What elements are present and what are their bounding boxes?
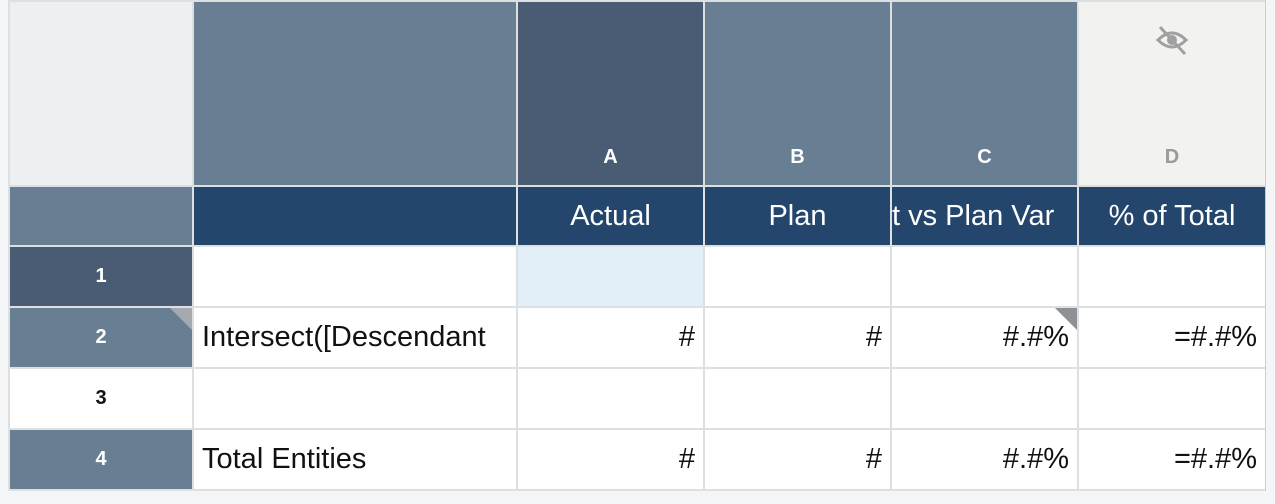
subheader-pct-total[interactable]: % of Total xyxy=(1079,187,1265,245)
data-cell[interactable] xyxy=(518,369,703,428)
column-header-c[interactable]: C xyxy=(892,2,1077,185)
spreadsheet-grid: A B C D Actual Plan t vs Plan Var % of T… xyxy=(8,0,1266,491)
row-number: 2 xyxy=(95,326,107,348)
data-cell[interactable] xyxy=(518,247,703,306)
data-cell[interactable]: # xyxy=(705,308,890,367)
comment-indicator-icon xyxy=(1055,308,1077,330)
subheader-plan[interactable]: Plan xyxy=(705,187,890,245)
subheader-actual[interactable]: Actual xyxy=(518,187,703,245)
row-label-cell[interactable]: Total Entities xyxy=(194,430,516,489)
subheader-blank xyxy=(194,187,516,245)
column-header-b[interactable]: B xyxy=(705,2,890,185)
data-cell[interactable] xyxy=(892,369,1077,428)
row-header-1[interactable]: 1 xyxy=(10,247,192,306)
data-cell[interactable]: =#.#% xyxy=(1079,430,1265,489)
data-cell[interactable]: #.#% xyxy=(892,308,1077,367)
row-label-cell[interactable] xyxy=(194,247,516,306)
column-letter: C xyxy=(977,146,992,168)
data-cell[interactable]: #.#% xyxy=(892,430,1077,489)
grid-corner[interactable] xyxy=(10,2,192,185)
column-letter: A xyxy=(603,146,618,168)
column-header-a[interactable]: A xyxy=(518,2,703,185)
data-cell[interactable]: # xyxy=(518,430,703,489)
comment-indicator-icon xyxy=(170,308,192,330)
data-cell[interactable]: # xyxy=(705,430,890,489)
row-header-3[interactable]: 3 xyxy=(10,369,192,428)
column-header-d[interactable]: D xyxy=(1079,2,1265,185)
data-cell[interactable] xyxy=(705,247,890,306)
eye-slash-icon[interactable] xyxy=(1154,24,1190,56)
data-cell[interactable]: # xyxy=(518,308,703,367)
row-label-cell[interactable]: Intersect([Descendant xyxy=(194,308,516,367)
column-letter: B xyxy=(790,146,805,168)
data-cell[interactable] xyxy=(705,369,890,428)
row-header-4[interactable]: 4 xyxy=(10,430,192,489)
column-letter: D xyxy=(1164,146,1180,168)
row-header-2[interactable]: 2 xyxy=(10,308,192,367)
subheader-variance[interactable]: t vs Plan Var xyxy=(892,187,1077,245)
member-column-header[interactable] xyxy=(194,2,516,185)
data-cell[interactable] xyxy=(1079,247,1265,306)
data-cell[interactable] xyxy=(892,247,1077,306)
subheader-corner xyxy=(10,187,192,245)
data-cell[interactable] xyxy=(1079,369,1265,428)
row-label-cell[interactable] xyxy=(194,369,516,428)
data-cell[interactable]: =#.#% xyxy=(1079,308,1265,367)
